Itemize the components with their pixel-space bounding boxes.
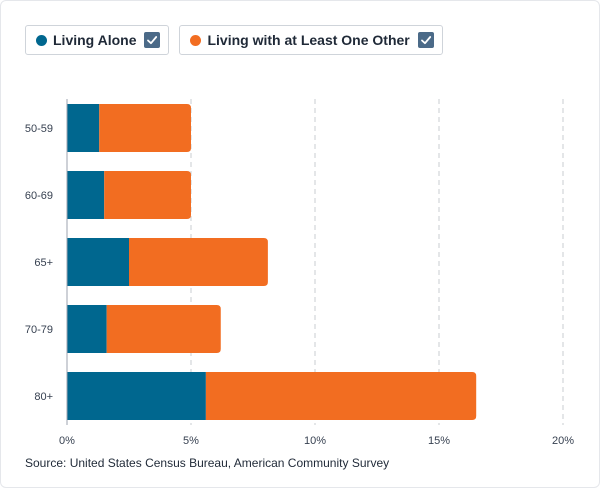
checkbox-checked-icon[interactable] bbox=[144, 32, 161, 48]
bar-segment bbox=[67, 104, 100, 152]
legend: Living Alone Living with at Least One Ot… bbox=[25, 25, 443, 55]
x-tick-label: 10% bbox=[304, 435, 326, 447]
bar-segment bbox=[129, 238, 268, 286]
x-tick-label: 0% bbox=[59, 435, 75, 447]
bar-segment bbox=[67, 305, 107, 353]
bar-segment bbox=[67, 372, 206, 420]
category-label: 50-59 bbox=[25, 123, 53, 135]
bar-segment bbox=[99, 104, 191, 152]
category-label: 80+ bbox=[34, 391, 53, 403]
legend-item-living-alone[interactable]: Living Alone bbox=[25, 25, 170, 55]
x-tick-label: 15% bbox=[428, 435, 450, 447]
category-label: 65+ bbox=[34, 257, 53, 269]
bar-segment bbox=[106, 305, 221, 353]
legend-label-living-alone: Living Alone bbox=[53, 32, 137, 48]
category-label: 70-79 bbox=[25, 324, 53, 336]
checkbox-checked-icon[interactable] bbox=[417, 32, 434, 48]
bar-segment bbox=[67, 171, 105, 219]
bar-chart: 50-59 60-69 65+ 70-79 80+ 0% 5% 10% 15% 20% bbox=[25, 99, 574, 447]
source-note: Source: United States Census Bureau, Ame… bbox=[25, 456, 390, 470]
legend-swatch-living-with-others bbox=[190, 34, 202, 46]
legend-swatch-living-alone bbox=[36, 34, 47, 46]
bar-segment bbox=[104, 171, 191, 219]
legend-label-living-with-others: Living with at Least One Other bbox=[207, 32, 410, 48]
x-tick-label: 20% bbox=[552, 435, 574, 447]
legend-item-living-with-others[interactable]: Living with at Least One Other bbox=[179, 25, 443, 55]
x-tick-label: 5% bbox=[183, 435, 199, 447]
category-label: 60-69 bbox=[25, 190, 53, 202]
bar-segment bbox=[67, 238, 129, 286]
bar-segment bbox=[205, 372, 477, 420]
